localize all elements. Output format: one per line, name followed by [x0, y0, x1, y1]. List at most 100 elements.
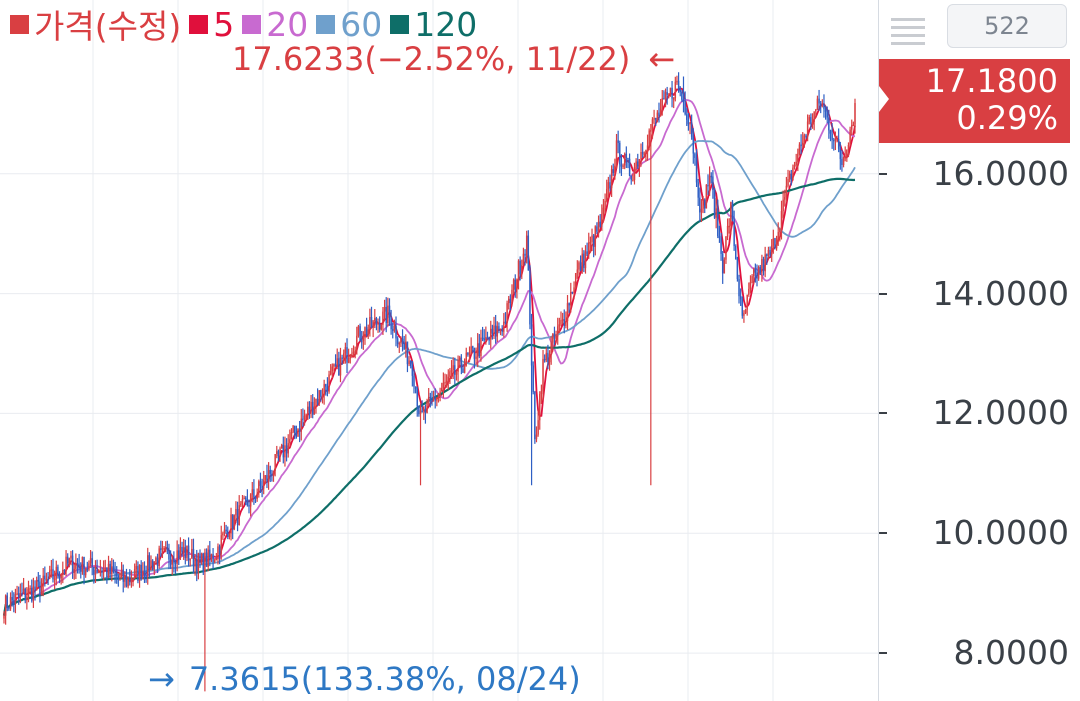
candle-body: [243, 497, 245, 500]
candle-body: [426, 401, 428, 414]
candle-body: [739, 296, 742, 300]
candle-body: [444, 381, 446, 384]
candle-body: [57, 566, 59, 577]
candle-body: [439, 391, 441, 394]
candle-body: [455, 371, 458, 375]
candle-body: [836, 138, 838, 141]
candle-body: [686, 114, 688, 120]
candle-body: [14, 594, 17, 604]
candle-body: [66, 556, 69, 564]
candle-body: [326, 386, 329, 392]
candle-body: [650, 130, 652, 132]
candle-body: [382, 311, 384, 325]
candle-body: [218, 546, 221, 554]
grid-lines: [0, 0, 878, 701]
candle-body: [468, 352, 471, 355]
right-arrow-icon: →: [148, 660, 175, 698]
candle-body: [93, 567, 95, 575]
candle-body: [749, 282, 752, 289]
y-tick-mark: [879, 532, 887, 535]
candle-body: [728, 225, 730, 228]
candle-body: [485, 337, 487, 341]
candle-body: [441, 388, 443, 392]
candle-body: [681, 91, 683, 100]
ma-line-120: [2, 177, 856, 616]
legend-label-ma5: 5: [213, 4, 235, 44]
candle-body: [548, 354, 551, 363]
candle-body: [605, 189, 608, 201]
candle-body: [303, 415, 306, 419]
candle-body: [774, 238, 776, 249]
candle-body: [323, 384, 325, 396]
candle-body: [795, 161, 797, 166]
candle-body: [641, 152, 644, 154]
candle-body: [63, 570, 66, 572]
candle-body: [831, 133, 833, 140]
candle-body: [377, 323, 379, 325]
candle-body: [525, 235, 528, 256]
legend-item-ma20[interactable]: 20: [242, 5, 308, 44]
legend-item-ma60[interactable]: 60: [316, 5, 382, 44]
candle-body: [511, 289, 513, 303]
candle-body: [725, 236, 727, 260]
candle-body: [374, 318, 376, 322]
candle-body: [516, 279, 518, 290]
candle-body: [529, 270, 531, 325]
candle-body: [8, 607, 10, 610]
candle-body: [104, 568, 107, 570]
candle-body: [220, 535, 222, 554]
candle-body: [390, 317, 392, 330]
candle-body: [298, 428, 301, 432]
candle-body: [132, 578, 134, 582]
price-badge-pointer: [879, 86, 889, 112]
candle-body: [635, 161, 637, 168]
candle-body: [619, 142, 621, 165]
candle-body: [153, 561, 156, 570]
candle-body: [60, 574, 62, 579]
candle-body: [101, 570, 103, 573]
candle-body: [521, 265, 523, 275]
candle-body: [84, 569, 87, 576]
legend-item-ma120[interactable]: 120: [390, 5, 477, 44]
candle-body: [584, 251, 587, 269]
candle-body: [98, 571, 100, 573]
legend-label-ma20: 20: [266, 4, 309, 44]
candle-body: [823, 104, 825, 109]
candle-body: [200, 553, 203, 561]
y-tick-label: 8.0000: [953, 633, 1069, 673]
candle-body: [325, 384, 327, 387]
hamburger-menu-icon[interactable]: [891, 18, 925, 46]
candle-body: [579, 262, 582, 271]
candle-body: [450, 370, 453, 372]
candle-body: [785, 185, 788, 198]
candle-body: [316, 398, 319, 404]
candle-body: [609, 182, 611, 189]
y-tick-label: 14.0000: [932, 273, 1069, 313]
candle-body: [780, 211, 783, 230]
candle-body: [161, 548, 164, 550]
candle-body: [313, 406, 316, 415]
y-tick-mark: [879, 172, 887, 175]
max-price-label: 17.6233(−2.52%, 11/22): [232, 40, 631, 78]
candle-body: [790, 173, 793, 180]
candle-body: [129, 578, 131, 582]
candle-body: [578, 262, 580, 270]
candle-body: [109, 563, 111, 575]
candle-body: [431, 397, 433, 400]
candle-body: [39, 581, 41, 596]
candle-body: [761, 258, 763, 273]
price-chart[interactable]: [0, 0, 878, 701]
legend-item-price[interactable]: 가격(수정): [10, 0, 181, 48]
candle-body: [182, 547, 185, 552]
data-count-button[interactable]: 522: [947, 4, 1067, 48]
candle-body: [68, 558, 71, 564]
candle-body: [712, 176, 714, 190]
candle-body: [602, 207, 605, 215]
candle-body: [570, 291, 572, 306]
candle-body: [654, 118, 657, 120]
candle-body: [676, 80, 678, 83]
candle-body: [171, 559, 173, 565]
candle-body: [627, 158, 629, 160]
legend-item-ma5[interactable]: 5: [189, 5, 234, 44]
candle-body: [71, 555, 74, 574]
